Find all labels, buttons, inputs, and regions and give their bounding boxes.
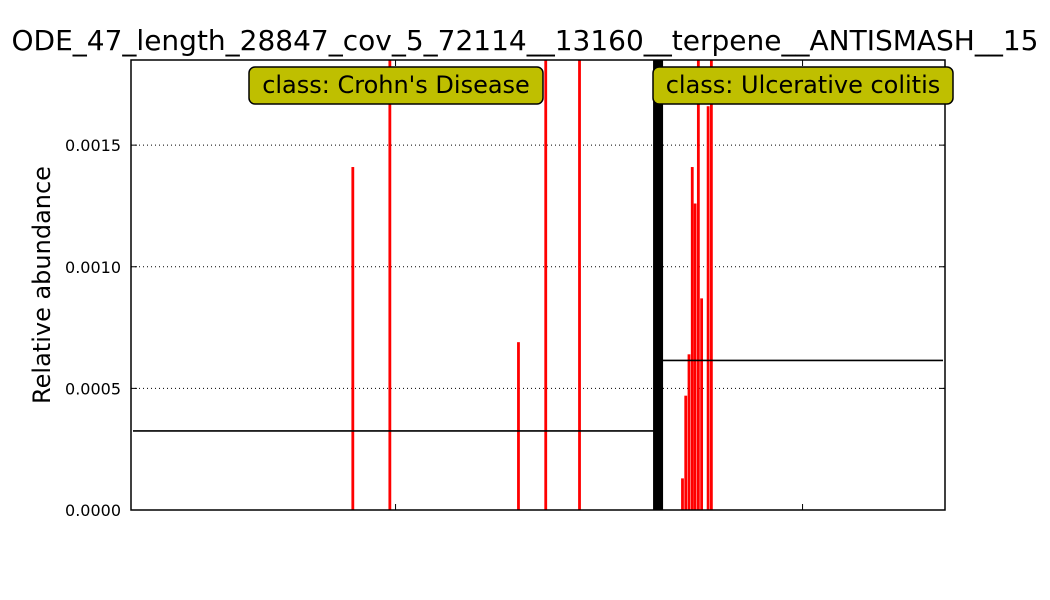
y-tick-label: 0.0010 (65, 258, 121, 277)
bar (351, 167, 355, 510)
bar (696, 60, 700, 510)
class-label: class: Ulcerative colitis (666, 71, 941, 99)
y-tick-label: 0.0000 (65, 501, 121, 520)
class-label-box (652, 66, 954, 105)
class-label: class: Crohn's Disease (262, 71, 530, 99)
y-tick-label: 0.0005 (65, 379, 121, 398)
bar (706, 106, 710, 510)
bar (690, 167, 694, 510)
bars-group (351, 60, 713, 510)
bar (517, 342, 520, 510)
bar (544, 60, 548, 510)
mean-lines (133, 359, 943, 432)
axis-ticks: 0.0000 0.0005 0.0010 0.0015 (65, 60, 945, 520)
bar (693, 203, 697, 510)
bar (684, 395, 688, 510)
bar (700, 298, 704, 510)
chart-title: ODE_47_length_28847_cov_5_72114__13160__… (12, 24, 1039, 57)
bar (681, 478, 684, 510)
bar (578, 60, 581, 510)
bar (687, 354, 691, 510)
class-separator (653, 60, 664, 510)
plot-frame (130, 59, 946, 511)
bar (388, 60, 392, 510)
grid-lines (131, 144, 945, 389)
class-label-box (248, 66, 544, 105)
y-axis-label: Relative abundance (28, 166, 56, 404)
class-labels: class: Crohn's Disease class: Ulcerative … (248, 66, 954, 105)
bar (709, 60, 713, 510)
y-tick-label: 0.0015 (65, 136, 121, 155)
